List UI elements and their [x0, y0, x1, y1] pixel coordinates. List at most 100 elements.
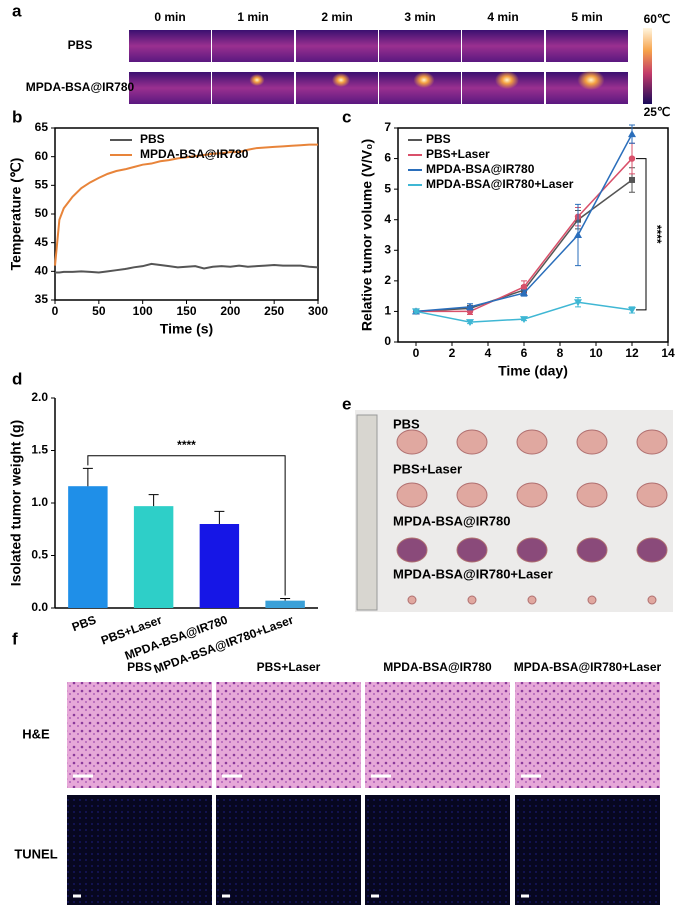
thermal-image	[129, 72, 211, 104]
tumor	[456, 537, 488, 563]
tumor	[396, 482, 428, 508]
colorbar-label: 25℃	[644, 105, 671, 119]
panel-label: a	[12, 1, 22, 20]
bracket	[87, 455, 286, 596]
tumor	[587, 595, 597, 605]
panel-label: c	[342, 107, 351, 126]
error-bar	[148, 494, 159, 507]
panel-label: f	[12, 629, 18, 648]
panel-label: b	[12, 107, 22, 126]
hot-spot	[577, 70, 605, 90]
marker	[466, 302, 474, 310]
column-label: MPDA-BSA@IR780+Laser	[514, 660, 662, 674]
x-axis-label: Time (day)	[498, 363, 568, 379]
marker	[628, 306, 636, 314]
legend-label: PBS+Laser	[426, 147, 490, 161]
marker	[520, 289, 528, 297]
tunel-image	[67, 795, 212, 905]
x-tick-label: 200	[220, 304, 240, 318]
tumor	[516, 429, 548, 455]
y-tick-label: 55	[35, 178, 49, 192]
y-tick-label: 40	[35, 264, 49, 278]
colorbar	[643, 28, 652, 104]
tunel-image	[515, 795, 660, 905]
error-bar	[82, 467, 93, 487]
thermal-image	[462, 30, 544, 62]
tumor	[456, 429, 488, 455]
ruler	[356, 414, 378, 611]
y-tick-label: 2.0	[31, 390, 48, 404]
tumor	[636, 482, 668, 508]
time-label: 3 min	[404, 10, 435, 24]
line	[54, 143, 318, 266]
row-label: H&E	[22, 726, 50, 741]
x-tick-label: 12	[625, 346, 639, 360]
he-image	[365, 682, 510, 788]
hot-spot	[332, 73, 350, 87]
x-tick-label: PBS	[70, 613, 98, 635]
y-tick-label: 60	[35, 149, 49, 163]
x-tick-label: 8	[557, 346, 564, 360]
y-tick-label: 1	[384, 304, 391, 318]
row-label: TUNEL	[14, 846, 57, 861]
y-tick-label: 2	[384, 273, 391, 287]
x-axis-label: Time (s)	[160, 321, 213, 337]
time-label: 2 min	[321, 10, 352, 24]
y-tick-label: 3	[384, 242, 391, 256]
column-label: MPDA-BSA@IR780	[383, 660, 492, 674]
error-bar	[214, 510, 225, 524]
y-tick-label: 65	[35, 120, 49, 134]
tumor	[576, 482, 608, 508]
tumor	[396, 429, 428, 455]
marker	[574, 231, 582, 238]
y-tick-label: 7	[384, 120, 391, 134]
marker	[574, 299, 582, 307]
marker	[412, 308, 420, 316]
row-label: PBS	[393, 416, 420, 431]
y-tick-label: 50	[35, 206, 49, 220]
x-tick-label: 6	[521, 346, 528, 360]
column-label: PBS+Laser	[257, 660, 321, 674]
tumor	[636, 429, 668, 455]
bar	[199, 524, 240, 608]
legend-label: MPDA-BSA@IR780	[426, 162, 535, 176]
legend-label: MPDA-BSA@IR780+Laser	[426, 177, 574, 191]
tumor	[576, 537, 608, 563]
column-label: PBS	[127, 660, 152, 674]
he-image	[515, 682, 660, 788]
he-image	[216, 682, 361, 788]
bar	[68, 486, 108, 608]
colorbar-label: 60℃	[644, 12, 671, 26]
y-tick-label: 45	[35, 235, 49, 249]
x-tick-label: 250	[264, 304, 284, 318]
x-tick-label: 0	[52, 304, 59, 318]
tumor	[456, 482, 488, 508]
panel-label: d	[12, 369, 22, 388]
panel-label: e	[342, 394, 351, 413]
tumor	[527, 595, 537, 605]
tumor	[396, 537, 428, 563]
y-tick-label: 1.5	[31, 443, 48, 457]
hot-spot	[495, 71, 519, 89]
y-tick-label: 0.5	[31, 548, 48, 562]
time-label: 1 min	[237, 10, 268, 24]
y-tick-label: 35	[35, 292, 49, 306]
bracket	[636, 158, 647, 311]
hot-spot	[249, 74, 265, 86]
line	[55, 262, 319, 274]
tumor	[467, 595, 477, 605]
x-tick-label: 150	[176, 304, 196, 318]
thermal-image	[546, 30, 628, 62]
x-tick-label: 4	[485, 346, 492, 360]
time-label: 5 min	[571, 10, 602, 24]
tumor	[407, 595, 417, 605]
y-tick-label: 0.0	[31, 600, 48, 614]
time-label: 0 min	[154, 10, 185, 24]
he-image	[67, 682, 212, 788]
tumor	[576, 429, 608, 455]
thermal-image	[212, 30, 294, 62]
y-axis-label: Relative tumor volume (V/V₀)	[359, 139, 375, 331]
x-tick-label: 300	[308, 304, 328, 318]
annotation: ****	[650, 225, 664, 244]
tumor	[647, 595, 657, 605]
